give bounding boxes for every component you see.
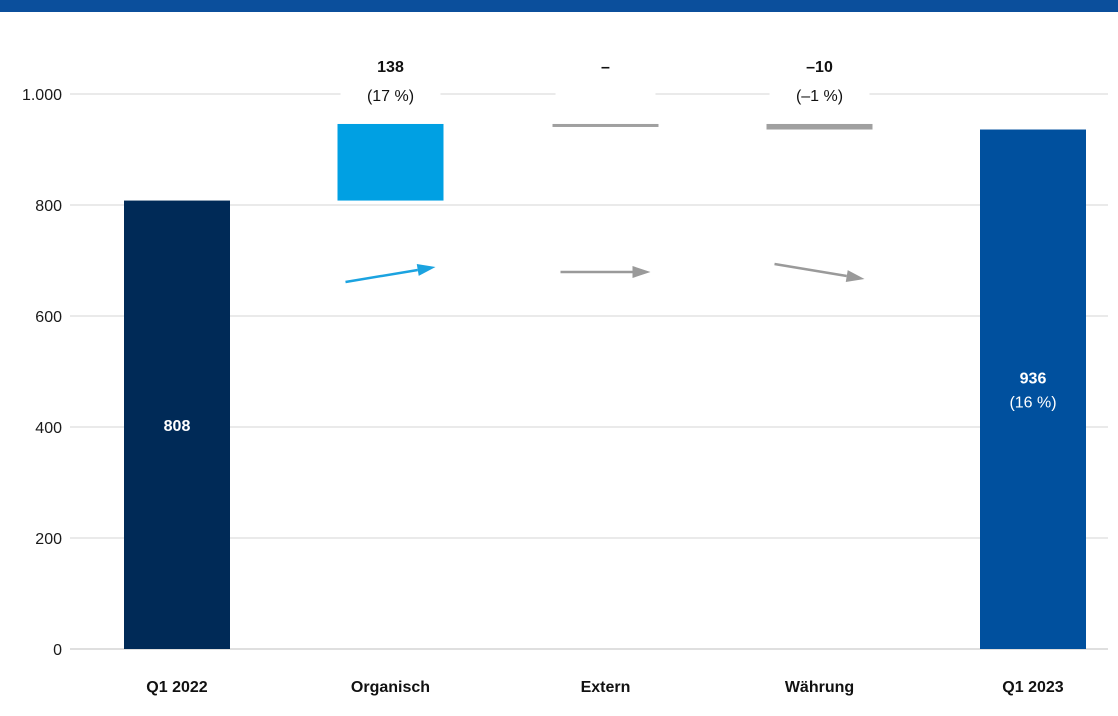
data-label-extern: – xyxy=(601,59,610,76)
trend-arrow-waehrung xyxy=(774,262,847,278)
data-sublabel-waehrung: (–1 %) xyxy=(796,88,843,105)
label-background-extern xyxy=(555,56,656,108)
bar-extern xyxy=(552,123,659,127)
data-label-waehrung: –10 xyxy=(806,59,833,76)
trend-arrow-head-extern xyxy=(632,266,651,278)
trend-arrow-organisch xyxy=(345,268,418,284)
data-label-q1-2023: 936 xyxy=(1020,370,1047,387)
bar-organisch xyxy=(337,123,444,201)
y-tick-label: 800 xyxy=(35,198,62,215)
x-category-label: Extern xyxy=(581,679,631,696)
x-category-label: Währung xyxy=(785,679,854,696)
data-sublabel-organisch: (17 %) xyxy=(367,88,414,105)
label-background-organisch xyxy=(340,56,441,108)
x-category-label: Q1 2023 xyxy=(1002,679,1063,696)
top-accent-bar xyxy=(0,0,1118,12)
trend-arrow-head-organisch xyxy=(416,264,436,276)
y-tick-label: 1.000 xyxy=(22,87,62,104)
x-category-label: Organisch xyxy=(351,679,430,696)
y-tick-label: 600 xyxy=(35,309,62,326)
data-label-organisch: 138 xyxy=(377,59,404,76)
label-background-waehrung xyxy=(769,56,870,108)
bar-q1-2023 xyxy=(980,129,1086,649)
trend-arrow-head-waehrung xyxy=(845,270,865,282)
bar-q1-2022 xyxy=(124,200,230,649)
bar-waehrung xyxy=(766,123,873,130)
y-tick-label: 0 xyxy=(53,642,62,659)
y-tick-label: 400 xyxy=(35,420,62,437)
x-category-label: Q1 2022 xyxy=(146,679,207,696)
data-label-q1-2022: 808 xyxy=(164,418,191,435)
data-sublabel-q1-2023: (16 %) xyxy=(1009,394,1056,411)
y-tick-label: 200 xyxy=(35,531,62,548)
